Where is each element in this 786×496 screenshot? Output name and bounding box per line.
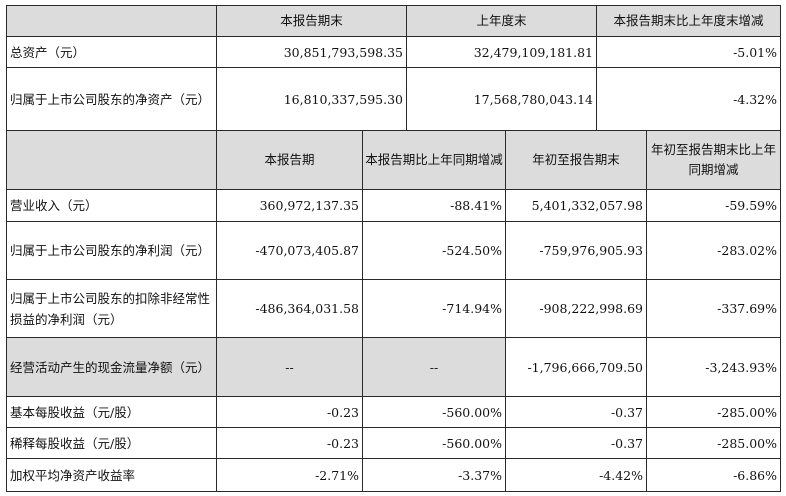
cell-value: -59.59%	[646, 189, 781, 222]
cell-value: 30,851,793,598.35	[216, 36, 407, 68]
row-label-adjusted-net-profit: 归属于上市公司股东的扣除非经常性损益的净利润（元）	[6, 279, 217, 338]
cell-value: -337.69%	[646, 279, 781, 338]
cell-value: -0.23	[216, 427, 363, 459]
financial-table: 本报告期末 上年度末 本报告期末比上年度末增减 总资产（元） 30,851,79…	[6, 5, 781, 492]
cell-value: --	[216, 337, 363, 397]
row-label-total-assets: 总资产（元）	[6, 36, 217, 68]
cell-value: -759,976,905.93	[505, 221, 647, 280]
cell-value: 16,810,337,595.30	[216, 67, 407, 131]
cell-value: -3,243.93%	[646, 337, 781, 397]
cell-value: -486,364,031.58	[216, 279, 363, 338]
corner-cell-2	[6, 130, 217, 190]
cell-value: -2.71%	[216, 458, 363, 492]
cell-value: -0.23	[216, 396, 363, 428]
col-header-current-period: 本报告期	[216, 130, 363, 190]
col-header-change-vs-prior: 本报告期末比上年度末增减	[596, 5, 781, 37]
col-header-period-end: 本报告期末	[216, 5, 407, 37]
cell-value: -4.32%	[596, 67, 781, 131]
cell-value: -6.86%	[646, 458, 781, 492]
cell-value: -1,796,666,709.50	[505, 337, 647, 397]
cell-value: -0.37	[505, 427, 647, 459]
row-label-net-assets: 归属于上市公司股东的净资产（元）	[6, 67, 217, 131]
cell-value: --	[362, 337, 506, 397]
cell-value: -3.37%	[362, 458, 506, 492]
cell-value: -470,073,405.87	[216, 221, 363, 280]
cell-value: 17,568,780,043.14	[406, 67, 597, 131]
cell-value: -560.00%	[362, 427, 506, 459]
cell-value: -5.01%	[596, 36, 781, 68]
cell-value: -283.02%	[646, 221, 781, 280]
row-label-weighted-roe: 加权平均净资产收益率	[6, 458, 217, 492]
col-header-ytd: 年初至报告期末	[505, 130, 647, 190]
cell-value: -285.00%	[646, 427, 781, 459]
cell-value: 360,972,137.35	[216, 189, 363, 222]
row-label-basic-eps: 基本每股收益（元/股）	[6, 396, 217, 428]
row-label-diluted-eps: 稀释每股收益（元/股）	[6, 427, 217, 459]
col-header-prior-year-end: 上年度末	[406, 5, 597, 37]
col-header-ytd-yoy: 年初至报告期末比上年同期增减	[646, 130, 781, 190]
cell-value: -560.00%	[362, 396, 506, 428]
row-label-net-profit: 归属于上市公司股东的净利润（元）	[6, 221, 217, 280]
cell-value: -714.94%	[362, 279, 506, 338]
row-label-operating-cash-flow: 经营活动产生的现金流量净额（元）	[6, 337, 217, 397]
cell-value: -908,222,998.69	[505, 279, 647, 338]
corner-cell-1	[6, 5, 217, 37]
cell-value: -0.37	[505, 396, 647, 428]
cell-value: -285.00%	[646, 396, 781, 428]
row-label-revenue: 营业收入（元）	[6, 189, 217, 222]
cell-value: 32,479,109,181.81	[406, 36, 597, 68]
cell-value: -4.42%	[505, 458, 647, 492]
col-header-period-yoy: 本报告期比上年同期增减	[362, 130, 506, 190]
cell-value: 5,401,332,057.98	[505, 189, 647, 222]
cell-value: -524.50%	[362, 221, 506, 280]
cell-value: -88.41%	[362, 189, 506, 222]
